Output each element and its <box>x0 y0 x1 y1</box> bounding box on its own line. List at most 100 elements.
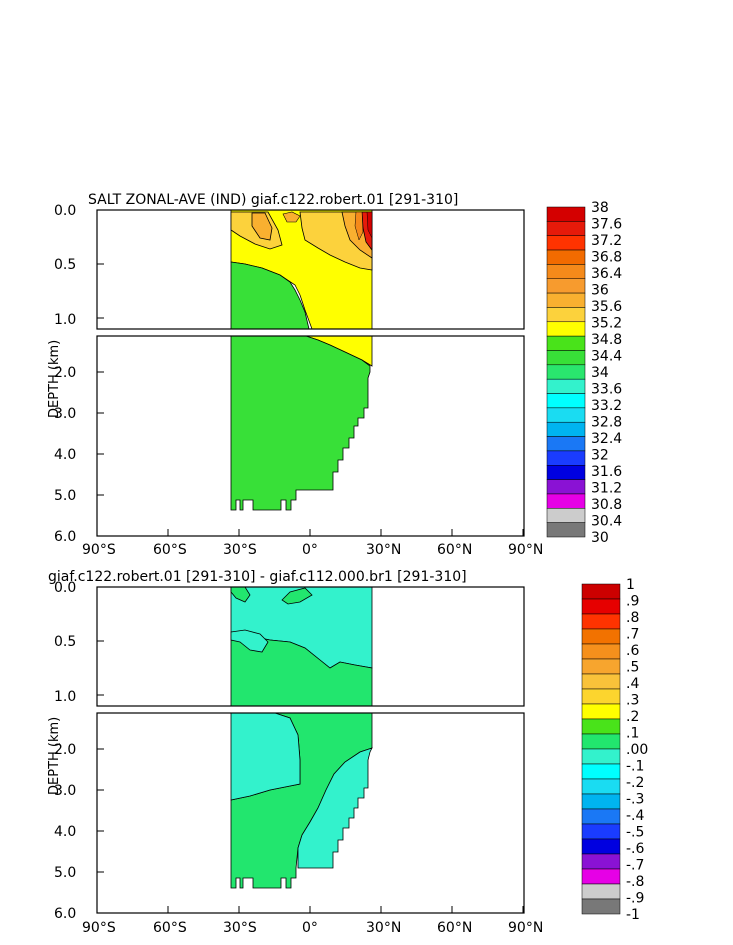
colorbar-swatch <box>546 508 586 523</box>
y-axis-label: DEPTH (km) <box>47 717 62 795</box>
colorbar-swatch <box>581 673 621 690</box>
colorbar-label: 36.4 <box>591 266 622 282</box>
colorbar-swatch <box>546 206 586 222</box>
colorbar-swatch <box>546 450 586 466</box>
colorbar-swatch <box>581 763 621 780</box>
colorbar-swatch <box>546 479 586 495</box>
colorbar-label: .3 <box>626 693 639 709</box>
colorbar-label: -.3 <box>626 792 644 808</box>
x-axis-ticks: 90°S 60°S 30°S 0° 30°N 60°N 90°N <box>82 542 543 558</box>
region-green-lower <box>230 335 371 511</box>
region-orange-core <box>251 212 273 241</box>
panel-diff: giaf.c122.robert.01 [291-310] - giaf.c11… <box>47 569 648 936</box>
colorbar-label: -.2 <box>626 775 644 791</box>
colorbar-swatch <box>581 883 621 900</box>
colorbar-label: 32 <box>591 448 609 464</box>
y-tick-label: 2.0 <box>54 365 76 381</box>
colorbar-swatch <box>546 249 586 265</box>
colorbar-label: 34.4 <box>591 349 622 365</box>
colorbar-label: 36 <box>591 283 609 299</box>
x-tick-label: 0° <box>302 920 318 936</box>
region-darkred-core <box>366 211 373 239</box>
colorbar-swatch <box>581 583 621 600</box>
y-tick-label: 5.0 <box>54 865 76 881</box>
x-tick-label: 90°S <box>82 542 116 558</box>
colorbar-swatch <box>546 335 586 351</box>
y-axis-label: DEPTH (km) <box>47 340 62 418</box>
colorbar-label: 31.2 <box>591 481 622 497</box>
y-tick-label: 1.0 <box>54 689 76 705</box>
colorbar-swatch <box>581 658 621 675</box>
colorbar-swatch <box>546 321 586 337</box>
colorbar-label: .9 <box>626 594 639 610</box>
colorbar-salt: 3837.637.236.836.43635.635.234.834.43433… <box>546 200 622 546</box>
colorbar-swatch <box>546 364 586 380</box>
x-tick-marks <box>96 209 524 914</box>
colorbar-swatch <box>546 522 586 538</box>
colorbar-label: .2 <box>626 709 639 725</box>
colorbar-swatch <box>546 393 586 409</box>
colorbar-label: 30.8 <box>591 497 622 513</box>
y-axis-ticks: 0.0 0.5 1.0 2.0 3.0 4.0 5.0 6.0 <box>54 580 76 922</box>
colorbar-label: .00 <box>626 742 648 758</box>
colorbar-label: 34 <box>591 365 609 381</box>
colorbar-label: 1 <box>626 577 635 593</box>
y-tick-label: 0.0 <box>54 203 76 219</box>
y-tick-label: 5.0 <box>54 488 76 504</box>
colorbar-label: 33.2 <box>591 398 622 414</box>
panel-title: SALT ZONAL-AVE (IND) giaf.c122.robert.01… <box>88 192 458 208</box>
colorbar-swatch <box>581 718 621 735</box>
colorbar-swatch <box>581 823 621 840</box>
y-tick-label: 6.0 <box>54 906 76 922</box>
colorbar-label: 38 <box>591 200 609 216</box>
colorbar-swatch <box>581 703 621 720</box>
colorbar-swatch <box>546 436 586 452</box>
y-tick-label: 0.5 <box>54 634 76 650</box>
colorbar-swatch <box>581 643 621 660</box>
y-tick-label: 2.0 <box>54 742 76 758</box>
colorbar-swatch <box>581 793 621 810</box>
x-tick-label: 60°N <box>437 920 472 936</box>
y-tick-label: 3.0 <box>54 783 76 799</box>
x-tick-label: 60°S <box>153 920 187 936</box>
colorbar-label: -.8 <box>626 874 644 890</box>
x-tick-label: 30°S <box>223 542 257 558</box>
colorbar-diff: 1.9.8.7.6.5.4.3.2.1.00-.1-.2-.3-.4-.5-.6… <box>581 577 648 923</box>
colorbar-swatch <box>581 748 621 765</box>
y-axis-ticks: 0.0 0.5 1.0 2.0 3.0 4.0 5.0 6.0 <box>54 203 76 545</box>
colorbar-swatch <box>546 421 586 437</box>
y-tick-label: 4.0 <box>54 824 76 840</box>
colorbar-swatch <box>581 808 621 825</box>
colorbar-label: 30 <box>591 530 609 546</box>
x-tick-label: 30°S <box>223 920 257 936</box>
colorbar-label: 37.2 <box>591 233 622 249</box>
colorbar-swatch <box>581 628 621 645</box>
colorbar-label: 35.2 <box>591 316 622 332</box>
x-tick-label: 60°N <box>437 542 472 558</box>
x-tick-label: 60°S <box>153 542 187 558</box>
y-tick-label: 1.0 <box>54 312 76 328</box>
colorbar-label: .7 <box>626 627 639 643</box>
x-tick-label: 90°S <box>82 920 116 936</box>
colorbar-label: 32.8 <box>591 415 622 431</box>
region-lightorange-top <box>282 211 301 223</box>
colorbar-label: -.1 <box>626 759 644 775</box>
x-tick-label: 30°N <box>366 920 401 936</box>
colorbar-swatch <box>546 407 586 423</box>
colorbar-label: .1 <box>626 726 639 742</box>
colorbar-swatch <box>581 733 621 750</box>
x-axis-ticks: 90°S 60°S 30°S 0° 30°N 60°N 90°N <box>82 920 543 936</box>
colorbar-swatch <box>546 221 586 236</box>
lower-plot <box>96 335 525 537</box>
colorbar-label: 33.6 <box>591 382 622 398</box>
colorbar-swatch <box>581 778 621 795</box>
upper-plot <box>96 209 525 330</box>
colorbar-label: 32.4 <box>591 431 622 447</box>
colorbar-label: 37.6 <box>591 217 622 233</box>
x-tick-label: 0° <box>302 542 318 558</box>
colorbar-swatch <box>581 853 621 870</box>
colorbar-swatch <box>581 598 621 615</box>
x-tick-label: 90°N <box>508 920 543 936</box>
colorbar-label: .4 <box>626 676 639 692</box>
panel-salt: SALT ZONAL-AVE (IND) giaf.c122.robert.01… <box>47 192 622 558</box>
